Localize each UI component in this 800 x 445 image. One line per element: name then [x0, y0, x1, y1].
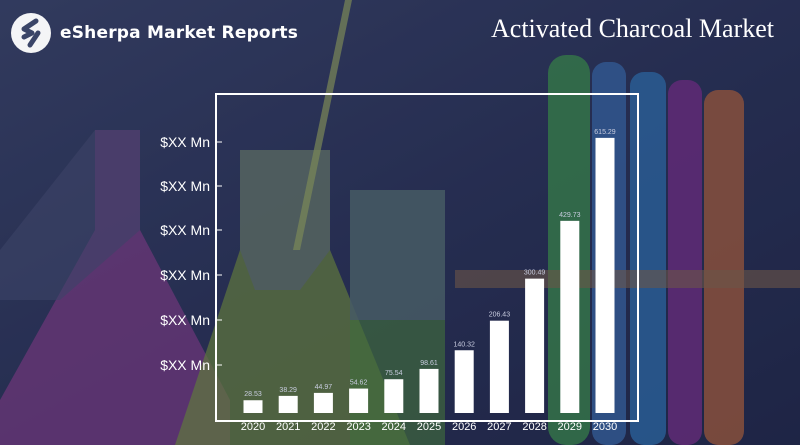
bar-2026	[454, 350, 474, 413]
bar-2025	[419, 368, 439, 413]
y-tick-label: $XX Mn	[160, 178, 210, 194]
data-label: 28.53	[244, 391, 262, 398]
bar-2021	[278, 395, 298, 413]
y-axis: $XX Mn $XX Mn $XX Mn $XX Mn $XX Mn $XX Mn	[160, 134, 222, 373]
brand-name: eSherpa Market Reports	[60, 23, 299, 43]
x-tick-label: 2022	[311, 421, 335, 433]
chart-title: Activated Charcoal Market	[491, 14, 774, 43]
data-label: 38.29	[279, 387, 297, 394]
bar-2027	[489, 320, 509, 413]
x-tick-label: 2025	[417, 421, 441, 433]
bars: 28.53 38.29 44.97 54.62 75.54 98.61 140.32 206.…	[243, 129, 616, 413]
chart-frame	[215, 93, 639, 422]
brand: eSherpa Market Reports	[10, 12, 298, 54]
bar-2023	[349, 388, 369, 413]
data-label: 615.29	[594, 129, 616, 136]
data-label: 300.49	[524, 270, 546, 277]
data-label: 206.43	[489, 312, 511, 319]
data-label: 140.32	[453, 341, 475, 348]
y-tick-label: $XX Mn	[160, 222, 210, 238]
esherpa-logo-icon	[11, 13, 51, 53]
x-tick-label: 2023	[346, 421, 370, 433]
x-tick-label: 2020	[241, 421, 265, 433]
bar-2022	[313, 392, 333, 413]
x-tick-label: 2027	[487, 421, 511, 433]
x-axis: 2020 2021 2022 2023 2024 2025 2026 2027 2028 2029…	[241, 421, 617, 433]
x-tick-label: 2024	[382, 421, 406, 433]
x-tick-label: 2021	[276, 421, 300, 433]
y-tick-label: $XX Mn	[160, 357, 210, 373]
bar-2029	[560, 220, 580, 413]
data-label: 98.61	[420, 360, 438, 367]
bar-2030	[595, 137, 615, 413]
x-tick-label: 2029	[558, 421, 582, 433]
y-tick-label: $XX Mn	[160, 267, 210, 283]
y-tick-label: $XX Mn	[160, 134, 210, 150]
bar-2028	[525, 278, 545, 413]
data-label: 54.62	[350, 380, 368, 387]
data-label: 44.97	[315, 384, 333, 391]
data-label: 75.54	[385, 370, 403, 377]
x-tick-label: 2030	[593, 421, 617, 433]
x-tick-label: 2028	[522, 421, 546, 433]
y-tick-label: $XX Mn	[160, 312, 210, 328]
data-label: 429.73	[559, 212, 581, 219]
bar-2020	[243, 400, 263, 413]
x-tick-label: 2026	[452, 421, 476, 433]
bar-2024	[384, 379, 404, 413]
